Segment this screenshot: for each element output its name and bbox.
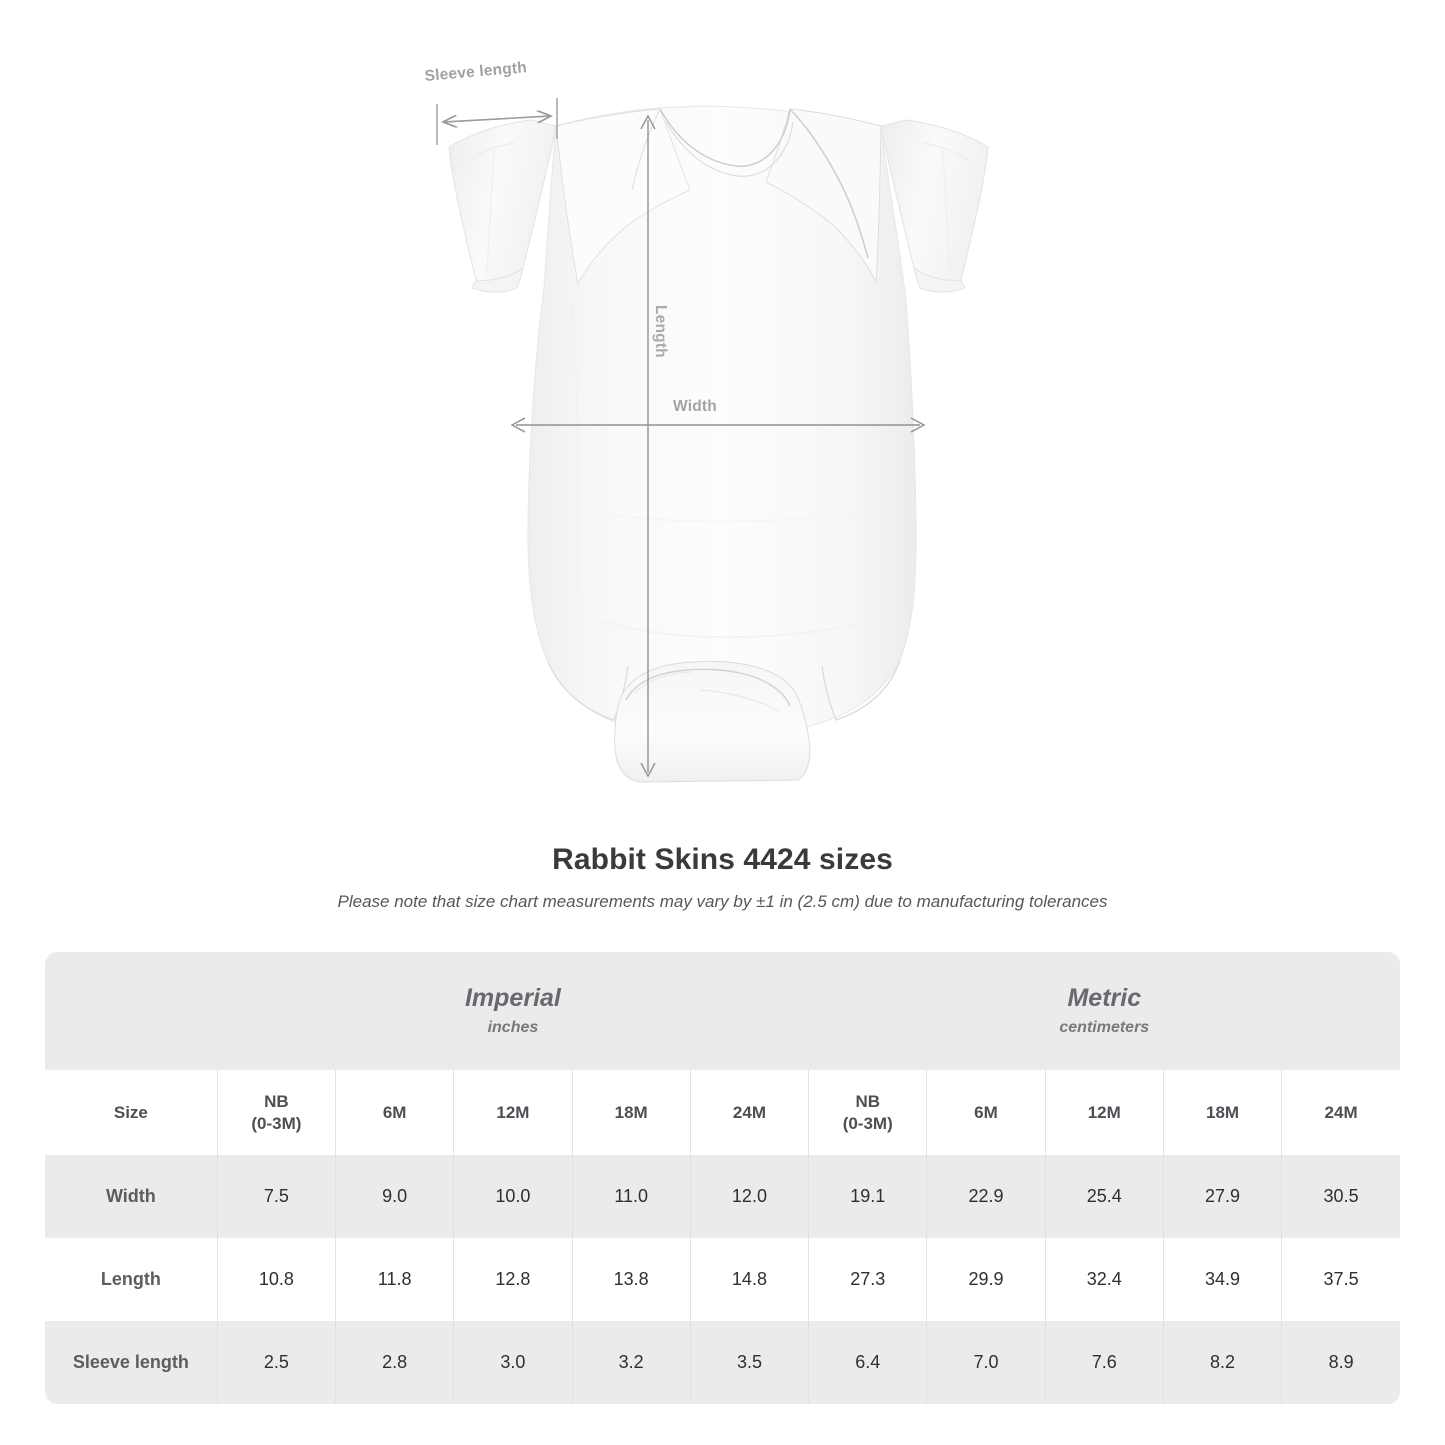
row-label-sleeve-length: Sleeve length	[45, 1321, 218, 1404]
cell: 7.6	[1044, 1321, 1164, 1404]
sleeve-length-dimension	[436, 98, 558, 145]
col-main: 12M	[496, 1102, 530, 1122]
table-row: Sleeve length 2.5 2.8 3.0 3.2 3.5 6.4 7.…	[45, 1321, 1400, 1404]
column-header-metric-6m: 6M	[926, 1070, 1046, 1155]
unit-group-imperial-sub: inches	[487, 1019, 539, 1037]
column-header-size: Size	[45, 1070, 218, 1155]
unit-group-imperial: Imperial inches	[217, 952, 809, 1070]
cell: 27.3	[808, 1238, 927, 1321]
unit-group-imperial-name: Imperial	[464, 984, 561, 1013]
cell: 30.5	[1281, 1155, 1400, 1238]
col-main: 18M	[1205, 1102, 1240, 1122]
col-sub: (0-3M)	[251, 1113, 302, 1133]
cell: 7.5	[216, 1155, 336, 1238]
page-title: Rabbit Skins 4424 sizes	[552, 843, 893, 876]
cell: 10.8	[216, 1238, 336, 1321]
garment-illustration: Sleeve length Length Width	[424, 59, 989, 783]
column-header-imperial-18m: 18M	[571, 1070, 691, 1155]
bodysuit-diagram	[436, 98, 989, 783]
col-main: NB	[264, 1092, 289, 1112]
unit-group-metric-name: Metric	[1067, 984, 1142, 1013]
cell: 8.2	[1162, 1321, 1282, 1404]
row-label-length: Length	[45, 1238, 218, 1321]
cell: 29.9	[926, 1238, 1046, 1321]
col-main: 6M	[974, 1102, 998, 1122]
bodysuit-body	[527, 105, 917, 736]
cell: 3.0	[453, 1321, 573, 1404]
size-table: Imperial inches Metric centimeters Size …	[45, 952, 1400, 1404]
col-sub: (0-3M)	[842, 1113, 893, 1133]
cell: 8.9	[1281, 1321, 1400, 1404]
cell: 3.2	[571, 1321, 691, 1404]
cell: 10.0	[453, 1155, 573, 1238]
col-main: 24M	[732, 1102, 766, 1122]
column-header-metric-nb: NB (0-3M)	[808, 1070, 927, 1155]
right-sleeve	[880, 119, 989, 293]
unit-group-metric-sub: centimeters	[1059, 1019, 1150, 1037]
cell: 7.0	[926, 1321, 1046, 1404]
column-header-metric-12m: 12M	[1044, 1070, 1164, 1155]
cell: 32.4	[1044, 1238, 1164, 1321]
cell: 12.0	[689, 1155, 809, 1238]
column-header-metric-18m: 18M	[1162, 1070, 1282, 1155]
table-row: Length 10.8 11.8 12.8 13.8 14.8 27.3 29.…	[45, 1238, 1400, 1321]
cell: 25.4	[1044, 1155, 1164, 1238]
cell: 11.0	[571, 1155, 691, 1238]
cell: 3.5	[689, 1321, 809, 1404]
width-label: Width	[673, 398, 717, 415]
table-row: Width 7.5 9.0 10.0 11.0 12.0 19.1 22.9 2…	[45, 1155, 1400, 1238]
size-table-wrapper: Imperial inches Metric centimeters Size …	[45, 952, 1400, 1404]
unit-group-header-row: Imperial inches Metric centimeters	[45, 952, 1400, 1070]
tolerance-note: Please note that size chart measurements…	[337, 892, 1108, 911]
width-dimension	[510, 417, 926, 433]
cell: 13.8	[571, 1238, 691, 1321]
column-header-imperial-12m: 12M	[453, 1070, 573, 1155]
col-main: NB	[855, 1092, 880, 1112]
cell: 14.8	[689, 1238, 809, 1321]
cell: 19.1	[808, 1155, 927, 1238]
length-label: Length	[652, 305, 669, 358]
title-block: Rabbit Skins 4424 sizes Please note that…	[0, 842, 1445, 912]
unit-header-spacer	[45, 952, 218, 1070]
cell: 22.9	[926, 1155, 1046, 1238]
cell: 37.5	[1281, 1238, 1400, 1321]
col-main: 6M	[382, 1102, 407, 1122]
column-header-imperial-6m: 6M	[335, 1070, 454, 1155]
column-header-imperial-24m: 24M	[689, 1070, 809, 1155]
column-header-imperial-nb: NB (0-3M)	[216, 1070, 336, 1155]
unit-group-metric: Metric centimeters	[808, 952, 1400, 1070]
left-sleeve	[448, 119, 557, 293]
cell: 6.4	[808, 1321, 927, 1404]
cell: 11.8	[335, 1238, 454, 1321]
length-dimension	[640, 114, 656, 778]
cell: 2.5	[216, 1321, 336, 1404]
column-header-row: Size NB (0-3M) 6M 12M 18M 24	[45, 1070, 1400, 1155]
col-main: 18M	[614, 1102, 648, 1122]
cell: 34.9	[1162, 1238, 1282, 1321]
snap-gusset	[614, 660, 811, 783]
col-main: 12M	[1087, 1102, 1121, 1122]
row-label-width: Width	[45, 1155, 218, 1238]
cell: 2.8	[335, 1321, 454, 1404]
cell: 12.8	[453, 1238, 573, 1321]
col-main: 24M	[1324, 1102, 1358, 1122]
cell: 9.0	[335, 1155, 454, 1238]
column-header-metric-24m: 24M	[1281, 1070, 1400, 1155]
cell: 27.9	[1162, 1155, 1282, 1238]
